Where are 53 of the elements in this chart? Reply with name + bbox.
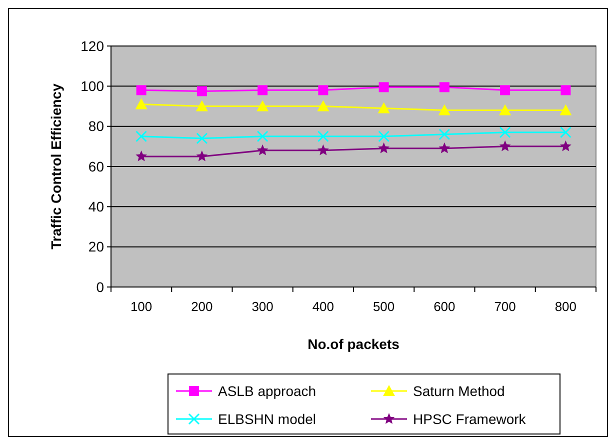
point [500,85,510,96]
point [560,126,572,138]
point [196,100,208,112]
point [378,130,390,142]
point [560,140,572,152]
point [378,142,390,154]
point [196,86,207,96]
legend-label: ASLB approach [218,382,316,399]
point [196,132,208,144]
x-axis-title: No.of packets [308,336,400,352]
point [378,102,390,114]
y-tick-label: 80 [88,118,104,134]
x-tick-label: 800 [554,299,577,314]
y-tick-label: 40 [88,198,104,215]
x-tick-label: 700 [494,299,516,314]
y-tick-label: 0 [96,278,104,295]
point [438,128,450,140]
y-tick-label: 60 [88,158,104,174]
point [317,100,330,112]
point [439,82,450,92]
point [499,140,511,152]
legend-label: HPSC Framework [413,410,527,427]
point [196,150,208,162]
x-tick-label: 300 [252,299,274,314]
point [256,100,269,112]
y-tick-label: 20 [88,238,104,255]
point [499,104,512,116]
point [256,144,268,156]
point [258,85,268,96]
legend-label: Saturn Method [413,382,505,399]
x-tick-label: 600 [434,299,456,314]
legend-label: ELBSHN model [218,410,316,427]
point [135,98,148,110]
point [499,126,511,138]
point [378,82,389,92]
point [136,130,148,142]
x-tick-label: 500 [372,299,395,314]
point [438,142,450,154]
x-tick-label: 100 [130,299,152,314]
x-tick-label: 200 [191,299,213,314]
point [318,85,328,96]
y-axis-title: Traffic Control Efficiency [48,83,64,250]
y-tick-label: 100 [80,78,104,94]
point [317,144,329,156]
point [438,104,450,116]
point [560,85,571,96]
point [317,130,329,142]
point [136,85,146,96]
x-tick-label: 400 [312,299,334,314]
point [136,150,148,162]
point [560,104,572,116]
y-tick-label: 120 [80,38,104,54]
point [256,130,268,142]
